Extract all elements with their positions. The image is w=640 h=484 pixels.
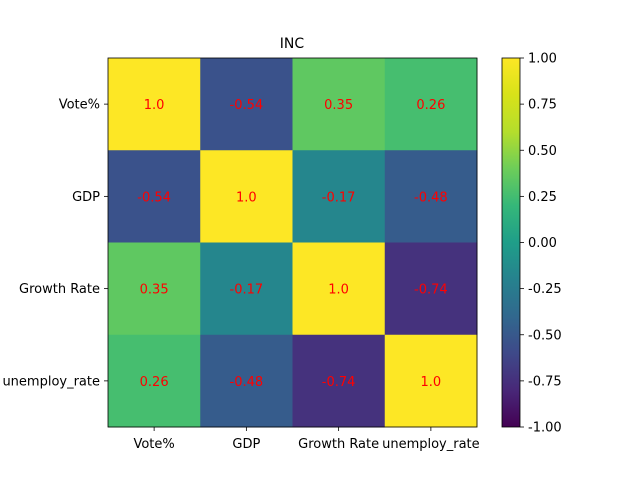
- chart-title: INC: [280, 36, 305, 52]
- heatmap-cell: [200, 242, 293, 336]
- heatmap-cell-label: 0.35: [140, 283, 169, 298]
- colorbar-tick-label: 1.00: [528, 52, 557, 67]
- y-tick-label: unemploy_rate: [2, 374, 100, 389]
- heatmap-cell-label: 1.0: [236, 190, 257, 205]
- heatmap-cell: [108, 242, 201, 336]
- y-tick-label: Vote%: [59, 98, 100, 113]
- x-tick-label: GDP: [232, 437, 260, 452]
- heatmap-cell: [384, 58, 478, 151]
- heatmap-cell-label: 0.26: [416, 98, 445, 113]
- heatmap-cell-label: -0.74: [322, 375, 356, 390]
- heatmap-cell: [384, 150, 478, 243]
- heatmap-cell-label: -0.48: [230, 375, 264, 390]
- colorbar-tick-label: 0.75: [528, 98, 557, 113]
- heatmap-cell-label: -0.17: [322, 190, 356, 205]
- colorbar-tick-label: 0.00: [528, 236, 557, 251]
- heatmap-cell: [108, 150, 201, 243]
- colorbar-tick-label: -0.50: [528, 328, 562, 343]
- heatmap-cell: [292, 334, 386, 428]
- colorbar-gradient: [501, 57, 521, 428]
- heatmap-cell-label: 0.26: [140, 375, 169, 390]
- heatmap-cell: [292, 242, 386, 336]
- colorbar-tick-label: 0.25: [528, 190, 557, 205]
- x-tick-label: unemploy_rate: [382, 437, 480, 452]
- colorbar-tick-label: -1.00: [528, 421, 562, 436]
- y-tick-label: Growth Rate: [19, 282, 100, 297]
- heatmap-cell: [384, 242, 478, 336]
- colorbar-tick-label: 0.50: [528, 144, 557, 159]
- heatmap-cell-label: 1.0: [421, 375, 442, 390]
- heatmap-cell: [108, 58, 201, 151]
- heatmap-cell: [200, 150, 293, 243]
- heatmap-cell: [292, 58, 386, 151]
- heatmap-cell-label: 1.0: [144, 98, 165, 113]
- heatmap-cell-label: -0.54: [230, 98, 264, 113]
- heatmap-cell: [384, 334, 478, 428]
- y-tick-label: GDP: [72, 190, 100, 205]
- plot-frame: [107, 57, 478, 428]
- heatmap-cell: [200, 58, 293, 151]
- heatmap-cell-labels: 1.0 -0.54 0.35 0.26 -0.54 1.0 -0.17 -0.48 0.35 -0…: [137, 98, 447, 390]
- heatmap-cell-label: -0.17: [230, 283, 264, 298]
- heatmap-cell-label: -0.54: [137, 190, 171, 205]
- heatmap-cell-label: -0.74: [414, 283, 448, 298]
- heatmap-cells: [108, 58, 478, 428]
- x-tick-label: Growth Rate: [298, 437, 379, 452]
- x-tick-label: Vote%: [133, 437, 174, 452]
- heatmap-cell-label: 0.35: [324, 98, 353, 113]
- heatmap-cell: [292, 150, 386, 243]
- heatmap-cell-label: 1.0: [328, 283, 349, 298]
- colorbar-tick-label: -0.75: [528, 374, 562, 389]
- heatmap-cell: [200, 334, 293, 428]
- heatmap-cell-label: -0.48: [414, 190, 448, 205]
- colorbar: 1.00 0.75 0.50 0.25 0.00 -0.25 -0.50 -0.75 -1.00: [501, 52, 562, 436]
- colorbar-tick-label: -0.25: [528, 282, 562, 297]
- heatmap-cell: [108, 334, 201, 428]
